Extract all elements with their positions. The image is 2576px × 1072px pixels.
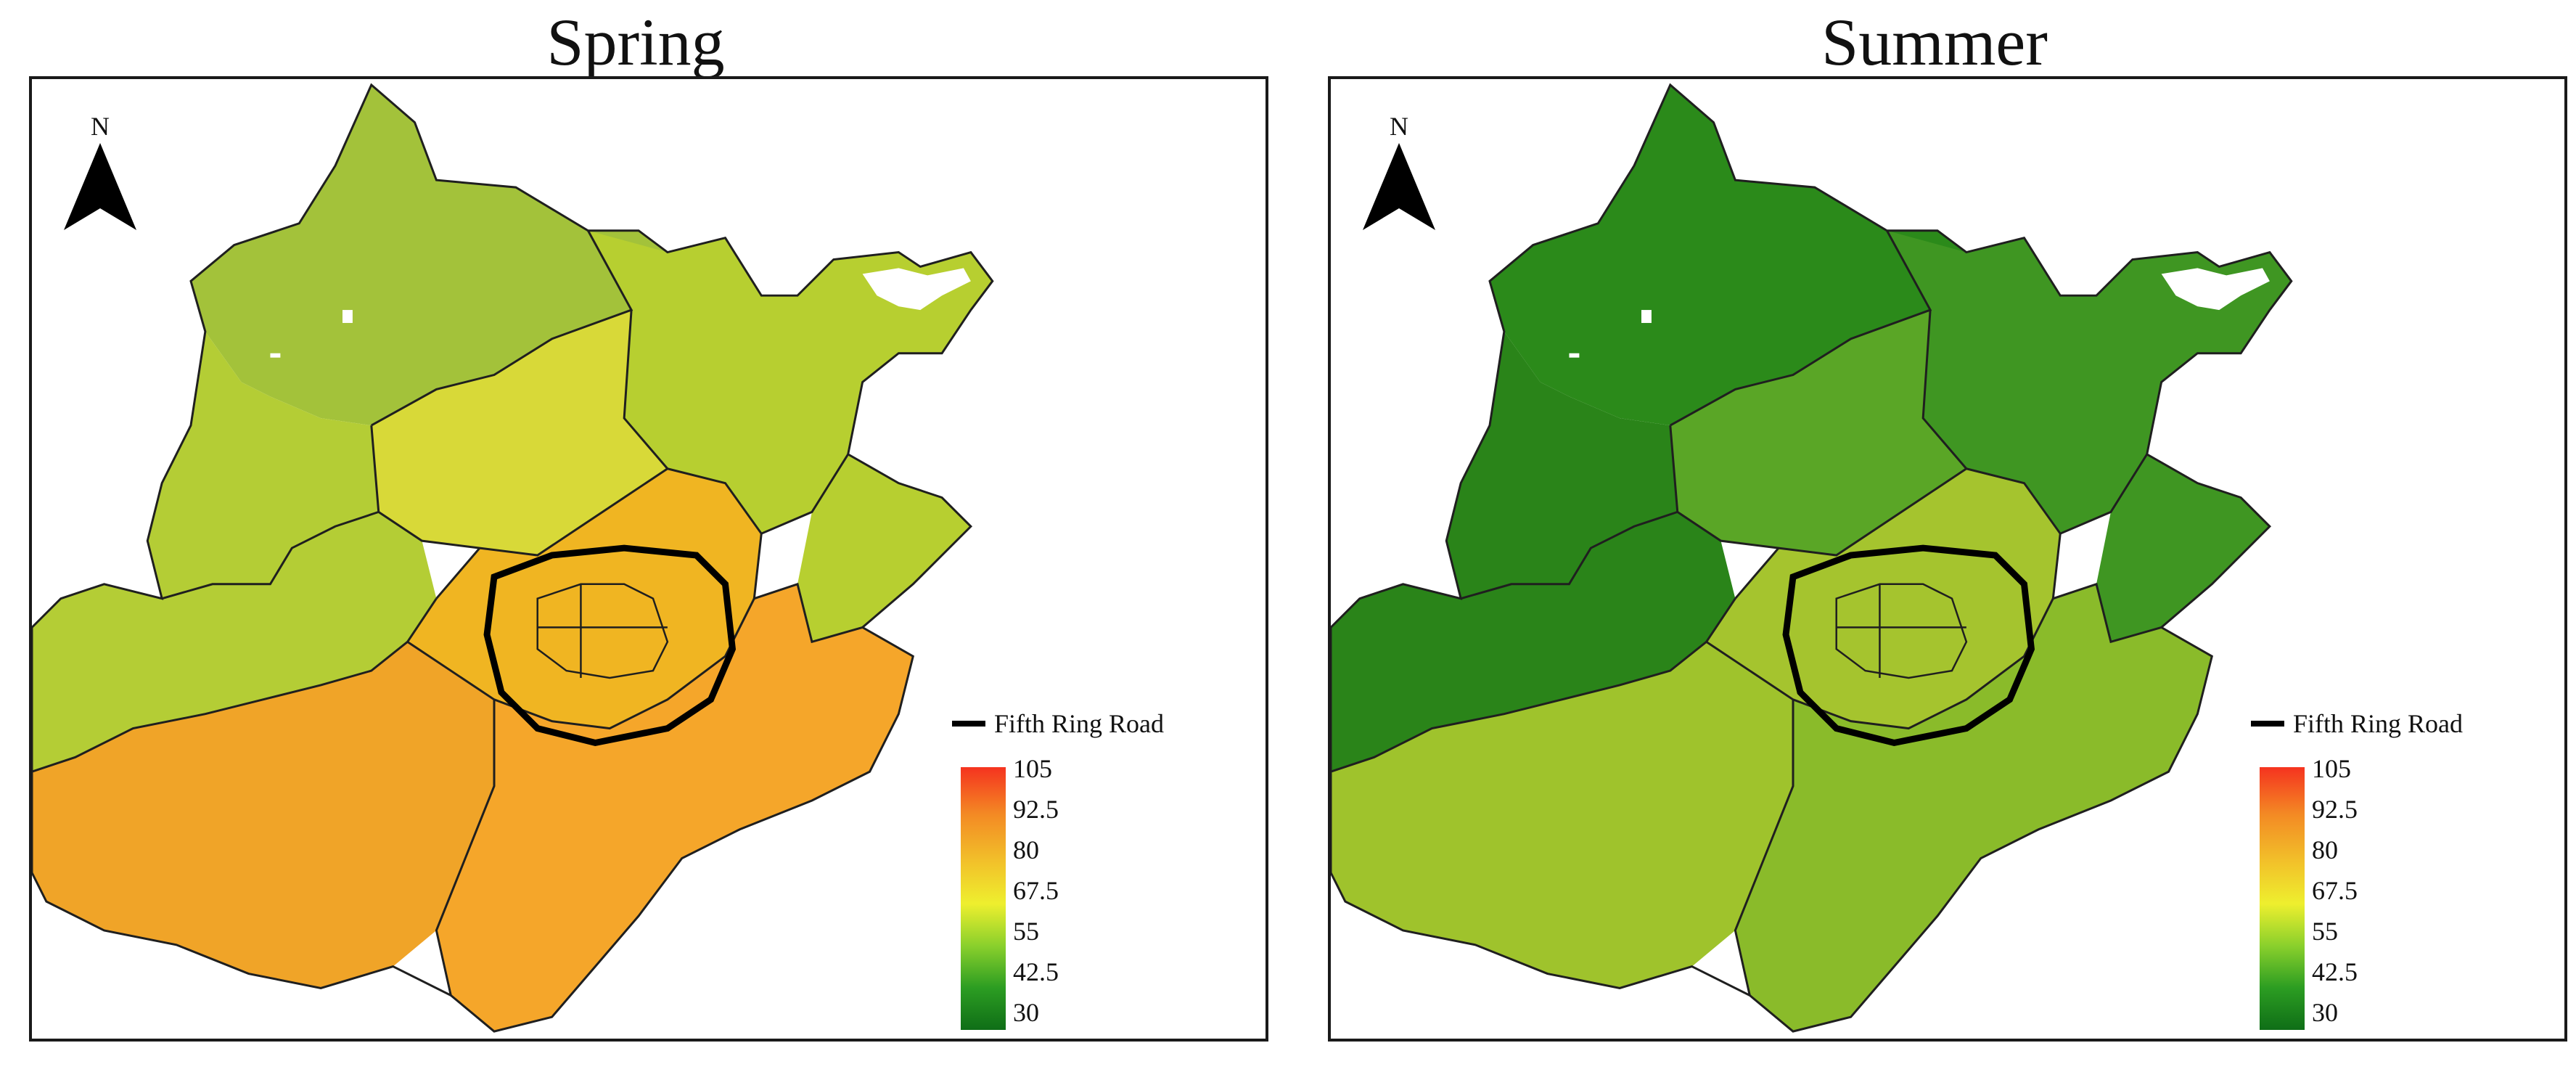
north-arrow: N (64, 111, 136, 242)
region-west (32, 512, 437, 772)
region-east (2096, 454, 2270, 642)
legend-ticks: 105 92.5 80 67.5 55 42.5 30 (1013, 754, 1129, 1039)
legend-line-swatch (952, 721, 985, 727)
legend-tick: 105 (1013, 754, 1052, 783)
spring-map-panel: Spring (0, 0, 1271, 1072)
legend-tick: 105 (2312, 754, 2351, 783)
region-east (797, 454, 971, 642)
north-arrow-icon (64, 143, 136, 230)
region-northeast (1887, 230, 2292, 534)
panel-title: Summer (1821, 5, 2048, 79)
legend-tick: 42.5 (2312, 957, 2358, 986)
legend-tick: 30 (2312, 998, 2338, 1027)
legend-tick: 55 (2312, 917, 2338, 946)
district-borders (1331, 83, 2293, 1033)
urban-inner-districts (1835, 583, 1968, 679)
map-legend: Fifth Ring Road 105 92.5 80 67.5 55 42.5… (952, 703, 1266, 1039)
legend-ticks: 105 92.5 80 67.5 55 42.5 30 (2312, 754, 2428, 1039)
map-legend: Fifth Ring Road 105 92.5 80 67.5 55 42.5… (2251, 703, 2564, 1039)
legend-tick: 92.5 (2312, 795, 2358, 824)
district-regions (32, 84, 993, 1032)
region-central-north (1670, 310, 1966, 556)
region-south (32, 642, 495, 989)
legend-line-swatch (2251, 721, 2284, 727)
region-south (1331, 642, 1794, 989)
legend-tick: 80 (2312, 835, 2338, 864)
beijing-map (1331, 83, 2293, 1033)
legend-color-ramp (961, 767, 1006, 1030)
water-bodies (1569, 268, 2270, 358)
north-label: N (1390, 112, 1408, 141)
region-northeast (588, 230, 993, 534)
region-central-north (371, 310, 668, 556)
panel-title: Spring (546, 5, 725, 79)
fifth-ring-road (483, 544, 737, 747)
legend-tick: 92.5 (1013, 795, 1059, 824)
legend-tick: 55 (1013, 917, 1039, 946)
region-west (1331, 512, 1736, 772)
region-far-south (436, 584, 914, 1032)
legend-tick: 30 (1013, 998, 1039, 1027)
fifth-ring-road (1782, 544, 2035, 747)
north-arrow: N (1363, 111, 1435, 242)
water-bodies (270, 268, 971, 358)
legend-line-label: Fifth Ring Road (2293, 709, 2464, 738)
legend-tick: 67.5 (1013, 876, 1059, 905)
legend-color-ramp (2260, 767, 2305, 1030)
map-frame: N Fifth Ring Road 105 92.5 80 67.5 55 42… (29, 76, 1268, 1042)
district-borders (32, 83, 994, 1033)
legend-tick: 67.5 (2312, 876, 2358, 905)
legend-line-entry: Fifth Ring Road (2251, 703, 2463, 744)
region-northwest (1446, 331, 1678, 599)
map-frame: N Fifth Ring Road 105 92.5 80 67.5 55 42… (1328, 76, 2567, 1042)
north-arrow-icon (1363, 143, 1435, 230)
region-far-south (1735, 584, 2212, 1032)
beijing-map (32, 83, 994, 1033)
summer-map-panel: Summer (1299, 0, 2570, 1072)
legend-tick: 80 (1013, 835, 1039, 864)
legend-line-label: Fifth Ring Road (994, 709, 1165, 738)
district-regions (1331, 84, 2292, 1032)
north-label: N (91, 112, 110, 141)
legend-line-entry: Fifth Ring Road (952, 703, 1164, 744)
region-northwest (147, 331, 379, 599)
urban-inner-districts (536, 583, 669, 679)
legend-tick: 42.5 (1013, 957, 1059, 986)
